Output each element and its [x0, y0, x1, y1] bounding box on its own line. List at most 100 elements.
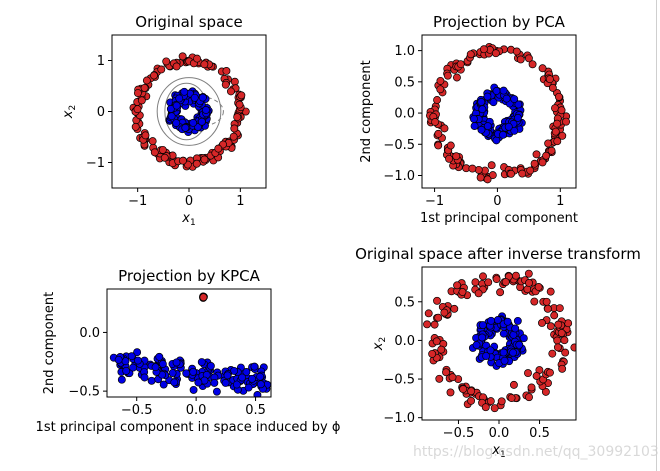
data-point	[557, 329, 566, 337]
plot-area	[423, 269, 576, 413]
plot-area	[426, 42, 571, 184]
data-point	[496, 288, 505, 297]
data-point	[181, 123, 190, 132]
data-point	[547, 146, 556, 155]
data-point	[189, 385, 198, 394]
data-point	[235, 100, 244, 109]
data-point	[472, 341, 481, 349]
data-point	[178, 156, 187, 165]
data-point	[133, 105, 142, 114]
data-point	[155, 352, 164, 361]
data-point	[142, 76, 151, 85]
data-point	[499, 86, 508, 95]
data-point	[470, 122, 479, 131]
data-point	[474, 289, 483, 298]
data-point	[468, 164, 477, 173]
data-point	[222, 67, 231, 75]
y-tick-label: −1	[86, 156, 105, 171]
data-point	[230, 124, 239, 133]
data-point	[159, 380, 168, 389]
data-point	[443, 71, 452, 80]
data-point	[511, 324, 520, 333]
data-point	[512, 47, 521, 56]
data-point	[459, 385, 468, 394]
data-point	[210, 378, 219, 387]
x-tick-label: 0.5	[529, 426, 550, 441]
data-point	[194, 378, 203, 387]
data-point	[507, 169, 515, 178]
data-point	[423, 320, 432, 329]
data-point	[458, 288, 467, 296]
data-point	[167, 112, 176, 121]
data-point	[509, 348, 518, 357]
x-axis-label: x1	[181, 211, 195, 228]
data-point	[526, 166, 535, 175]
data-point	[450, 304, 459, 313]
data-point	[192, 159, 201, 168]
data-point	[168, 369, 177, 377]
y-tick-label: 0	[97, 105, 105, 120]
data-point	[564, 319, 573, 328]
x-tick-label: −0.5	[121, 403, 153, 418]
data-point	[433, 296, 441, 305]
data-point	[538, 319, 546, 327]
data-point	[221, 379, 230, 387]
data-point	[504, 122, 513, 131]
data-point	[545, 75, 554, 84]
series-inner-circle	[468, 312, 528, 370]
data-point	[467, 396, 476, 405]
data-point	[129, 363, 138, 372]
data-point	[180, 87, 189, 96]
data-point	[200, 155, 209, 164]
data-point	[513, 316, 522, 325]
panel-original-space: −1 0 1 −1 0 1 Original space x1 x2	[61, 13, 267, 228]
data-point	[147, 376, 156, 385]
data-point	[452, 73, 461, 82]
data-point	[140, 373, 149, 382]
data-point	[452, 152, 461, 161]
chart-title: Projection by KPCA	[118, 267, 260, 285]
data-point	[230, 77, 239, 86]
data-point	[528, 60, 537, 69]
data-point	[554, 92, 563, 101]
y-tick-label: 0.0	[79, 326, 100, 341]
y-axis-label: x2	[61, 105, 78, 119]
data-point	[555, 304, 564, 313]
data-point	[512, 271, 520, 280]
data-point	[530, 297, 539, 306]
data-point	[446, 388, 455, 397]
data-point	[448, 373, 457, 382]
series-inner-circle	[165, 87, 213, 137]
data-point	[534, 283, 543, 291]
data-point	[114, 355, 123, 364]
data-point	[229, 132, 238, 141]
data-point	[486, 397, 495, 406]
data-point	[137, 96, 146, 105]
axes-frame	[106, 288, 272, 398]
data-point	[542, 151, 551, 160]
data-point	[560, 336, 569, 345]
chart-title: Projection by PCA	[433, 13, 566, 31]
data-point	[242, 368, 251, 376]
data-point	[516, 55, 525, 64]
y-tick-label: −0.5	[383, 138, 415, 153]
x-tick-label: 0.5	[245, 403, 266, 418]
data-point	[199, 293, 208, 302]
data-point	[518, 169, 527, 178]
plot-area	[129, 52, 250, 171]
y-tick-label: −0.5	[383, 373, 415, 388]
series-outer-circle	[426, 42, 571, 184]
data-point	[467, 387, 476, 396]
data-point	[551, 104, 559, 113]
data-point	[527, 383, 536, 392]
data-point	[515, 340, 524, 349]
data-point	[476, 173, 485, 182]
series-outer-circle	[423, 269, 576, 413]
data-point	[434, 141, 443, 150]
data-point	[561, 348, 570, 357]
data-point	[182, 369, 191, 378]
axes-frame	[421, 34, 577, 189]
contour-line	[156, 77, 222, 146]
data-point	[160, 153, 169, 162]
data-point	[499, 130, 507, 139]
